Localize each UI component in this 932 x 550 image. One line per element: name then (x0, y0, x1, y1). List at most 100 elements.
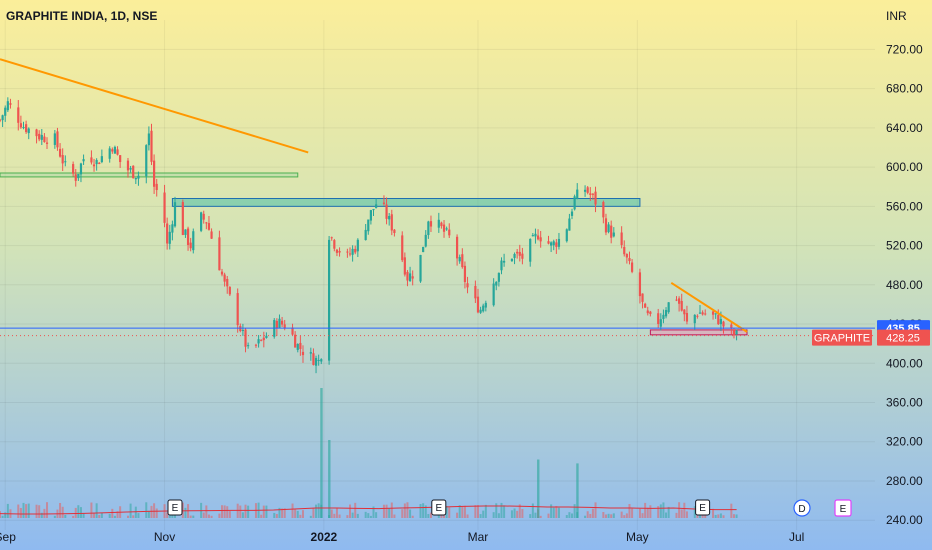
volume-bar (153, 503, 156, 518)
earnings-event-marker[interactable] (695, 499, 711, 516)
candle-body (241, 330, 245, 332)
volume-bar (411, 515, 414, 518)
volume-bar (649, 505, 652, 518)
volume-bar (132, 515, 135, 518)
candle-body (555, 242, 558, 247)
volume-bar (547, 513, 550, 518)
candle-body (236, 293, 239, 326)
earnings-event-marker[interactable] (431, 499, 447, 516)
candle-body (683, 309, 686, 315)
candle-body (265, 335, 268, 338)
candle-body (474, 285, 477, 299)
volume-bar (482, 510, 485, 518)
candle-body (388, 216, 391, 220)
volume-bar (72, 515, 75, 518)
volume-bar (612, 513, 615, 518)
candle-body (573, 196, 576, 210)
volume-bar (189, 515, 192, 518)
volume-bar (675, 512, 678, 518)
candle-body (228, 286, 231, 295)
candle-body (570, 211, 574, 216)
candle-body (163, 192, 166, 223)
candle-body (296, 343, 299, 350)
candle-body (189, 242, 192, 249)
volume-bar (273, 512, 276, 518)
candle-body (466, 283, 469, 288)
candle-body (408, 273, 412, 282)
candle-body (45, 142, 49, 144)
volume-bar (730, 503, 733, 518)
volume-bar (95, 503, 98, 518)
candle-body (730, 324, 733, 329)
candle-body (717, 314, 720, 325)
volume-bar (573, 504, 576, 518)
candle-body (565, 229, 568, 242)
volume-bar (74, 507, 77, 518)
resistance-zone (171, 198, 641, 207)
candle-body (74, 174, 77, 181)
candle-body (711, 311, 715, 315)
candle-body (317, 359, 320, 361)
candle-body (534, 233, 537, 237)
candle-body (732, 329, 736, 336)
volume-bar (155, 508, 158, 518)
volume-bar (722, 515, 725, 518)
earnings-event-label: E (435, 503, 442, 514)
volume-bar (116, 511, 119, 518)
volume-bar (586, 511, 589, 518)
candle-body (649, 311, 652, 314)
volume-bar (662, 502, 665, 518)
candle-body (38, 133, 41, 140)
volume-bar (338, 514, 341, 518)
candle-body (610, 225, 613, 238)
candle-body (25, 124, 28, 133)
volume-bar (375, 512, 378, 518)
dividend-badge[interactable] (793, 499, 811, 517)
volume-bar (628, 504, 631, 518)
volume-bar (683, 502, 686, 518)
candle-body (168, 231, 171, 244)
candle-body (43, 136, 46, 143)
candle-body (722, 321, 725, 327)
candle-body (348, 253, 352, 255)
volume-spike (320, 388, 323, 518)
earnings-event-marker[interactable] (167, 499, 183, 516)
candle-body (458, 257, 461, 262)
x-axis: Sep Nov 2022 Mar May Jul (0, 530, 804, 544)
candle-body (137, 175, 140, 179)
volume-bar (218, 513, 221, 518)
volume-bar (497, 513, 500, 518)
support-zone-green (0, 172, 299, 178)
candle-body (56, 131, 59, 148)
volume-bar (427, 513, 430, 518)
volume-bar (445, 506, 448, 518)
volume-bar (223, 505, 226, 518)
volume-bar (351, 512, 354, 518)
candle-body (513, 253, 516, 258)
candle-body (484, 302, 487, 308)
candle-body (299, 342, 302, 349)
volume-bar (385, 504, 388, 518)
volume-bar (25, 504, 28, 518)
volume-bar (456, 512, 459, 518)
candle-body (662, 314, 665, 319)
candle-body (364, 229, 367, 241)
candle-body (254, 344, 258, 346)
candle-body (283, 324, 286, 329)
volume-bar (90, 502, 93, 518)
candle-body (132, 165, 135, 179)
volume-bar (466, 514, 469, 518)
volume-bar (531, 503, 534, 518)
candle-body (328, 239, 331, 361)
candle-body (516, 251, 519, 254)
candle-body (403, 257, 406, 275)
earnings-badge[interactable] (834, 499, 852, 517)
candle-body (223, 274, 226, 282)
y-tick-label: 720.00 (886, 42, 923, 56)
x-tick-label: Jul (789, 530, 804, 544)
candle-body (678, 298, 681, 304)
volume-bar (463, 505, 466, 518)
candle-body (680, 300, 683, 311)
